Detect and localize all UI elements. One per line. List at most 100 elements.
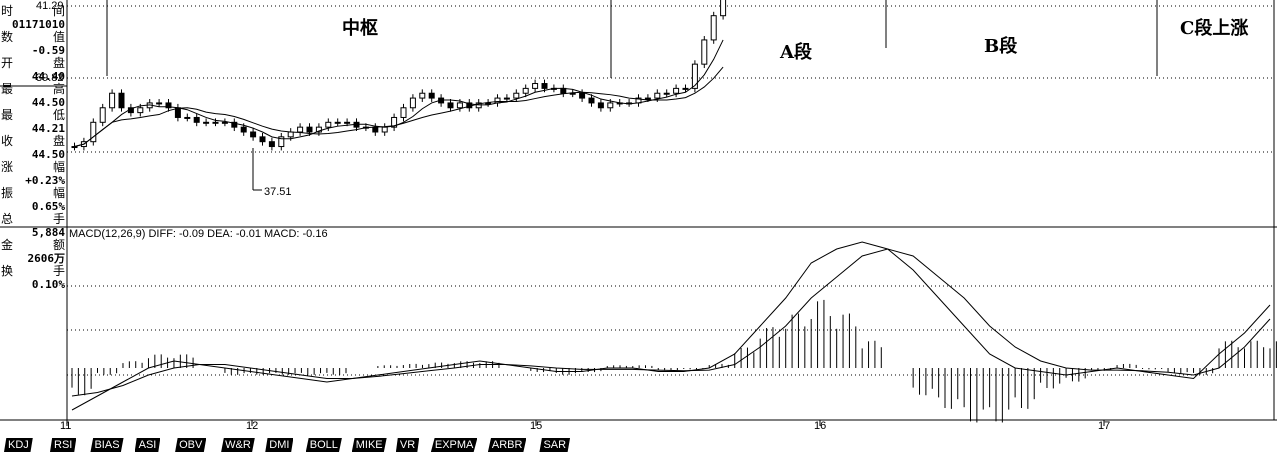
candle-body bbox=[193, 116, 200, 123]
info-label: 振 bbox=[1, 186, 14, 200]
candle-body bbox=[456, 102, 463, 109]
tab-asi[interactable]: ASI bbox=[134, 438, 161, 452]
x-label-15: 15 bbox=[530, 420, 543, 432]
candle-body bbox=[268, 141, 275, 148]
info-label-right: 盘 bbox=[52, 134, 65, 148]
info-value: 5,884 bbox=[31, 226, 65, 239]
candle-body bbox=[541, 83, 548, 89]
candle-body bbox=[720, 0, 727, 17]
tab-arbr[interactable]: ARBR bbox=[487, 438, 527, 452]
candle-body bbox=[184, 116, 191, 119]
info-label-right: 幅 bbox=[52, 186, 65, 200]
candle-body bbox=[644, 97, 651, 100]
x-label-11: 11 bbox=[60, 420, 72, 432]
x-label-16: 16 bbox=[814, 420, 827, 432]
candle-body bbox=[221, 121, 228, 124]
candle-body bbox=[522, 87, 529, 94]
info-label-row: 总手 bbox=[0, 213, 66, 226]
candle-body bbox=[325, 121, 332, 128]
info-label-right: 值 bbox=[52, 30, 65, 44]
macd-diff-line bbox=[71, 241, 1271, 411]
info-label-row: 最低 bbox=[0, 109, 66, 122]
candle-body bbox=[259, 136, 266, 143]
info-label: 最 bbox=[1, 82, 14, 96]
candle-body bbox=[597, 102, 604, 109]
tab-expma[interactable]: EXPMA bbox=[430, 438, 478, 452]
tab-boll[interactable]: BOLL bbox=[305, 438, 342, 452]
candle-body bbox=[673, 87, 680, 94]
candle-body bbox=[579, 92, 586, 99]
candle-body bbox=[409, 97, 416, 109]
candle-body bbox=[315, 126, 322, 133]
tab-rsi[interactable]: RSI bbox=[50, 438, 77, 452]
info-label-right: 手 bbox=[52, 264, 65, 278]
candle-body bbox=[428, 92, 435, 99]
price-label-mid: 39.82 bbox=[36, 72, 64, 84]
tab-mike[interactable]: MIKE bbox=[351, 438, 387, 452]
info-value: +0.23% bbox=[25, 174, 65, 187]
candle-body bbox=[607, 102, 614, 109]
tab-kdj[interactable]: KDJ bbox=[4, 438, 33, 452]
tab-bias[interactable]: BIAS bbox=[90, 438, 124, 452]
candle-body bbox=[560, 87, 567, 94]
info-label-row: 最高 bbox=[0, 83, 66, 96]
info-value: 2606万 bbox=[27, 252, 66, 265]
info-value: 01171010 bbox=[12, 18, 65, 31]
info-label-row: 数值 bbox=[0, 31, 66, 44]
info-label: 涨 bbox=[1, 160, 14, 174]
candle-body bbox=[99, 107, 106, 123]
ma10-line bbox=[74, 66, 724, 148]
info-label-row: 涨幅 bbox=[0, 161, 66, 174]
candle-body bbox=[419, 92, 426, 99]
info-label: 总 bbox=[1, 212, 14, 226]
info-label: 收 bbox=[1, 134, 14, 148]
candle-body bbox=[334, 121, 341, 124]
candle-body bbox=[503, 97, 510, 100]
candle-body bbox=[447, 102, 454, 109]
info-label-row: 开盘 bbox=[0, 57, 66, 70]
info-value: 44.40 bbox=[31, 70, 65, 83]
ma5-line bbox=[74, 39, 724, 148]
tab-vr[interactable]: VR bbox=[395, 438, 420, 452]
info-label-row: 金额 bbox=[0, 239, 66, 252]
candle-body bbox=[654, 92, 661, 99]
tab-dmi[interactable]: DMI bbox=[265, 438, 294, 452]
candle-body bbox=[710, 15, 717, 41]
macd-header: MACD(12,26,9) DIFF: -0.09 DEA: -0.01 MAC… bbox=[69, 228, 328, 240]
candle-body bbox=[137, 107, 144, 114]
info-value: 44.50 bbox=[31, 148, 65, 161]
candle-body bbox=[306, 126, 313, 133]
annotation-c-segment: C段上涨 bbox=[1180, 18, 1249, 39]
info-label: 时 bbox=[1, 4, 14, 18]
tab-wr[interactable]: W&R bbox=[221, 438, 255, 452]
candle-body bbox=[691, 63, 698, 89]
candle-body bbox=[513, 92, 520, 99]
candle-body bbox=[231, 121, 238, 128]
candle-body bbox=[240, 126, 247, 133]
candle-body bbox=[212, 121, 219, 124]
candle-body bbox=[391, 116, 398, 128]
info-label-row: 时间 bbox=[0, 5, 66, 18]
info-label-right: 盘 bbox=[52, 56, 65, 70]
candle-body bbox=[109, 92, 116, 109]
annotation-zhongshu: 中枢 bbox=[342, 18, 378, 39]
candle-body bbox=[400, 107, 407, 118]
candle-body bbox=[250, 131, 257, 138]
data-info-panel: 时间 01171010 数值 -0.59 开盘 44.40 最高 44.50 最低 44.21 收盘… bbox=[0, 5, 66, 292]
info-value: 0.10% bbox=[31, 278, 65, 291]
info-value: 44.50 bbox=[31, 96, 65, 109]
info-label-right: 高 bbox=[52, 82, 65, 96]
info-label-right: 间 bbox=[52, 4, 65, 18]
candle-body bbox=[532, 83, 539, 89]
info-label-right: 幅 bbox=[52, 160, 65, 174]
info-label: 开 bbox=[1, 56, 14, 70]
indicator-tab-bar: KDJ RSI BIAS ASI OBV W&R DMI BOLL MIKE VR EXPMA ARB… bbox=[0, 436, 1277, 452]
candle-body bbox=[90, 121, 97, 143]
tab-sar[interactable]: SAR bbox=[539, 438, 571, 452]
info-label-row: 振幅 bbox=[0, 187, 66, 200]
tab-obv[interactable]: OBV bbox=[175, 438, 207, 452]
info-label: 金 bbox=[1, 238, 14, 252]
candle-body bbox=[174, 107, 181, 118]
info-label-right: 手 bbox=[52, 212, 65, 226]
candle-body bbox=[381, 126, 388, 133]
